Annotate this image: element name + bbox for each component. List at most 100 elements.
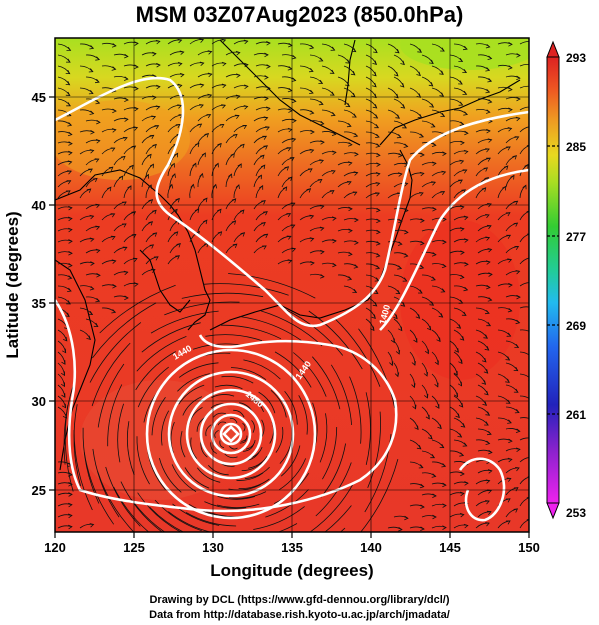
streamline xyxy=(519,145,529,155)
streamline xyxy=(513,388,519,393)
x-tick-label: 150 xyxy=(518,540,540,555)
streamline xyxy=(404,515,409,521)
streamline xyxy=(322,426,338,480)
streamline xyxy=(398,526,403,532)
streamline xyxy=(152,143,157,149)
streamline xyxy=(516,294,521,300)
streamline xyxy=(177,104,182,109)
streamline xyxy=(239,209,245,215)
streamline xyxy=(243,39,249,45)
streamline xyxy=(94,158,100,163)
streamline xyxy=(516,447,521,453)
streamline xyxy=(397,265,403,270)
streamline xyxy=(150,268,156,273)
streamline xyxy=(485,67,491,72)
streamline xyxy=(317,179,323,184)
streamline xyxy=(201,152,206,158)
streamline xyxy=(199,104,204,109)
streamline xyxy=(424,393,429,399)
colorbar-label: 261 xyxy=(566,408,586,422)
streamline xyxy=(122,246,128,251)
streamline xyxy=(131,234,137,239)
streamline xyxy=(178,362,219,378)
streamline xyxy=(440,288,446,293)
colorbar-top-arrow xyxy=(546,40,560,58)
streamline xyxy=(148,199,154,204)
streamline xyxy=(442,503,447,508)
streamline xyxy=(365,392,371,465)
streamline xyxy=(65,58,71,63)
streamline xyxy=(89,237,95,242)
streamline xyxy=(508,438,513,444)
credit-drawing: Drawing by DCL (https://www.gfd-dennou.o… xyxy=(149,594,450,606)
streamline xyxy=(519,395,529,399)
streamline xyxy=(235,94,241,100)
streamline xyxy=(242,423,246,432)
streamline xyxy=(181,292,264,299)
streamline xyxy=(68,150,73,156)
streamline xyxy=(395,289,401,295)
streamline xyxy=(424,349,429,355)
streamline xyxy=(411,361,416,366)
typhoon-ring xyxy=(145,348,317,520)
streamline xyxy=(397,241,403,246)
streamline xyxy=(95,139,101,144)
streamline xyxy=(418,464,424,469)
streamline xyxy=(164,301,240,316)
streamline xyxy=(519,306,529,309)
streamline xyxy=(263,116,269,121)
streamline xyxy=(195,142,200,148)
streamline xyxy=(353,171,359,176)
streamline xyxy=(419,483,425,489)
streamline xyxy=(221,375,254,384)
streamline xyxy=(507,457,513,463)
credit-data-source: Data from http://database.rish.kyoto-u.a… xyxy=(149,609,450,621)
streamline xyxy=(464,262,469,267)
streamline xyxy=(519,257,529,265)
streamline xyxy=(485,522,490,527)
y-tick-label: 25 xyxy=(32,483,46,498)
streamline xyxy=(68,239,73,244)
streamline xyxy=(376,152,381,158)
colorbar-label: 253 xyxy=(566,506,586,520)
streamline xyxy=(414,425,419,431)
streamline xyxy=(353,264,359,269)
streamline xyxy=(402,124,407,129)
streamline xyxy=(61,403,67,409)
streamline xyxy=(175,124,181,129)
streamline xyxy=(228,273,316,299)
streamline xyxy=(155,39,161,45)
streamline xyxy=(420,218,425,223)
streamline xyxy=(519,41,529,45)
streamline xyxy=(173,208,178,214)
streamline xyxy=(483,167,489,172)
streamline xyxy=(486,510,492,516)
streamline xyxy=(485,109,491,114)
streamline xyxy=(442,217,447,222)
streamline xyxy=(291,54,297,60)
streamline xyxy=(505,498,511,503)
streamline xyxy=(266,86,271,91)
streamline xyxy=(460,140,465,146)
streamline xyxy=(111,309,117,314)
streamline xyxy=(111,66,117,71)
streamline xyxy=(89,214,95,220)
streamline xyxy=(462,90,468,95)
streamline xyxy=(440,112,446,117)
streamline xyxy=(348,206,353,212)
streamline xyxy=(309,110,315,115)
streamline xyxy=(203,219,208,225)
streamline xyxy=(459,159,465,165)
streamline xyxy=(177,61,183,67)
streamline xyxy=(266,64,271,69)
streamline xyxy=(398,326,403,332)
streamline xyxy=(487,248,493,253)
streamline xyxy=(416,71,421,77)
streamline xyxy=(133,126,139,131)
streamline xyxy=(229,418,238,424)
streamline xyxy=(346,181,352,186)
streamline xyxy=(441,263,447,269)
streamline xyxy=(371,314,376,320)
streamline xyxy=(309,483,354,532)
streamline xyxy=(420,152,425,158)
